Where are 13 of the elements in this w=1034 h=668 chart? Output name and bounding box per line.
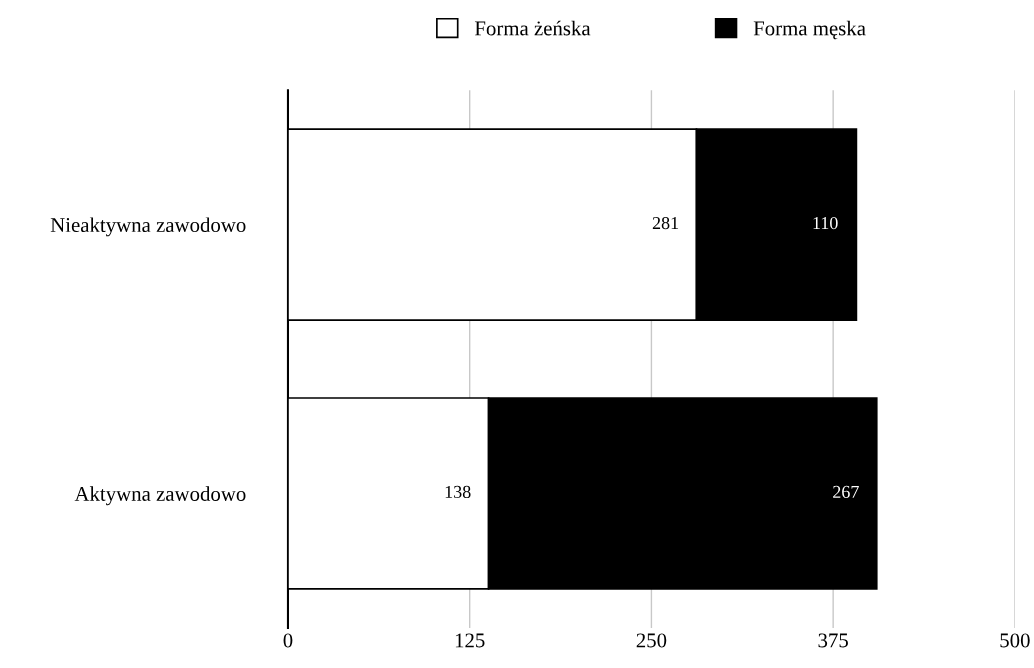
data-label: 281 — [652, 216, 679, 230]
legend-label: Forma męska — [753, 20, 866, 40]
x-tick-label: 250 — [636, 633, 667, 648]
x-tick-label: 375 — [818, 633, 848, 648]
x-tick-label: 500 — [1000, 633, 1030, 648]
data-label: 267 — [833, 485, 859, 498]
x-tick-label: 125 — [455, 633, 485, 648]
y-tick-label: Nieaktywna zawodowo — [50, 217, 246, 237]
x-tick-label: 0 — [283, 633, 293, 648]
y-tick-label: Aktywna zawodowo — [74, 486, 246, 506]
legend-label: Forma żeńska — [474, 20, 591, 36]
data-label: 110 — [813, 216, 838, 230]
data-label: 138 — [445, 485, 471, 498]
